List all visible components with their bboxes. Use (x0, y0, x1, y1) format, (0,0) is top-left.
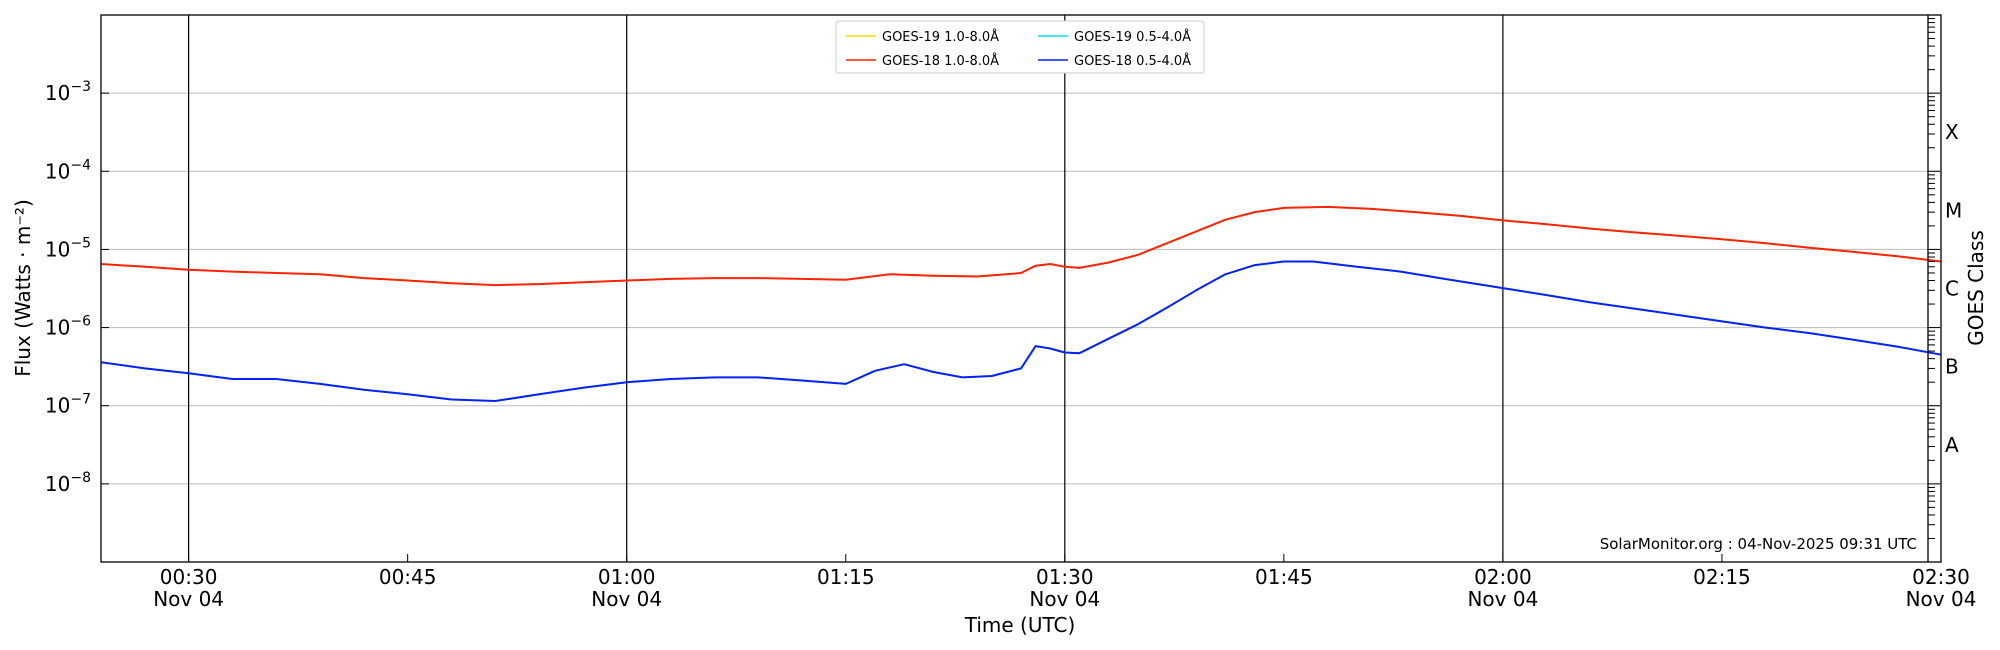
series-lines (100, 205, 1942, 402)
goes-class-label: A (1945, 433, 1959, 457)
goes-class-label: X (1945, 120, 1959, 144)
legend-label: GOES-19 1.0-8.0Å (882, 29, 999, 45)
series-line (100, 205, 1942, 287)
x-tick-date-label: Nov 04 (1029, 587, 1100, 611)
y-tick-label: 10−4 (45, 157, 91, 183)
x-tick-date-label: Nov 04 (591, 587, 662, 611)
x-tick-label: 02:00 (1474, 565, 1532, 589)
goes-class-labels: A B C M X (1945, 120, 1962, 457)
footer-annotation: SolarMonitor.org : 04-Nov-2025 09:31 UTC (1600, 535, 1917, 553)
x-tick-date-label: Nov 04 (1906, 587, 1977, 611)
right-minor-ticks (1928, 18, 1940, 563)
x-tick-label: 02:15 (1693, 565, 1751, 589)
y-tick-label: 10−5 (45, 235, 91, 261)
x-tick-label: 02:30 (1912, 565, 1970, 589)
y-tick-label: 10−8 (45, 470, 91, 496)
x-tick-label: 01:15 (817, 565, 875, 589)
series-line (100, 260, 1942, 402)
x-tick-label: 01:45 (1255, 565, 1313, 589)
x-tick-label: 00:45 (379, 565, 437, 589)
legend-label: GOES-18 0.5-4.0Å (1074, 53, 1191, 69)
x-tick-date-label: Nov 04 (153, 587, 224, 611)
legend-label: GOES-18 1.0-8.0Å (882, 53, 999, 69)
goes-class-label: M (1945, 198, 1962, 222)
y-axis-title: Flux (Watts · m⁻²) (11, 199, 35, 377)
y-axis-ticks: 10−8 10−7 10−6 10−5 10−4 10−3 (45, 79, 109, 496)
x-tick-label: 00:30 (160, 565, 218, 589)
goes-class-label: C (1945, 277, 1959, 301)
x-tick-label: 01:30 (1036, 565, 1094, 589)
plot-frame (100, 14, 1942, 563)
x-tick-date-label: Nov 04 (1467, 587, 1538, 611)
legend-frame (835, 20, 1205, 74)
goes-class-label: B (1945, 355, 1959, 379)
x-axis-title: Time (UTC) (964, 613, 1076, 637)
right-axis-title: GOES Class (1964, 230, 1988, 346)
legend: GOES-19 1.0-8.0Å GOES-18 1.0-8.0Å GOES-19 … (835, 20, 1205, 74)
y-tick-label: 10−7 (45, 392, 91, 418)
x-tick-label: 01:00 (598, 565, 656, 589)
grid-lines (101, 92, 1941, 485)
legend-label: GOES-19 0.5-4.0Å (1074, 29, 1191, 45)
y-tick-label: 10−3 (45, 79, 91, 105)
y-tick-label: 10−6 (45, 314, 91, 340)
